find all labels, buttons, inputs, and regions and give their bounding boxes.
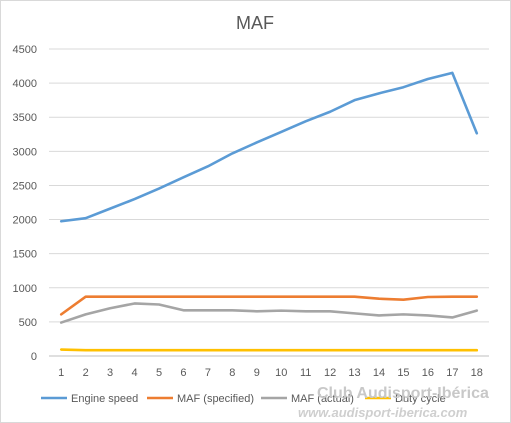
legend: Engine speed MAF (specified) MAF (actual) D… (41, 393, 446, 405)
x-tick-label: 14 (373, 367, 385, 379)
x-tick-label: 8 (229, 367, 235, 379)
y-tick-label: 1500 (13, 249, 37, 261)
gridlines (49, 48, 489, 357)
x-tick-label: 1 (58, 367, 64, 379)
legend-label-3: Duty cycle (395, 393, 446, 405)
y-tick-label: 2000 (13, 215, 37, 227)
watermark-club-name: Club Audisport-Ibérica (317, 385, 489, 402)
x-tick-label: 11 (300, 367, 311, 379)
watermark: Club Audisport-Ibérica www.audisport-ibe… (298, 385, 489, 420)
y-tick-label: 2500 (13, 180, 37, 192)
x-tick-label: 18 (471, 367, 483, 379)
y-tick-label: 500 (19, 317, 37, 329)
x-tick-label: 2 (83, 367, 89, 379)
y-tick-label: 0 (31, 351, 37, 363)
y-axis: 0 500 1000 1500 2000 2500 3000 3500 4000 4500 (13, 44, 37, 363)
series-line-0 (59, 71, 479, 223)
x-tick-label: 13 (348, 367, 360, 379)
x-tick-label: 16 (422, 367, 434, 379)
series-line-3 (59, 348, 479, 352)
series-group (59, 71, 479, 352)
chart-title: MAF (236, 13, 274, 33)
x-tick-label: 12 (324, 367, 336, 379)
x-tick-label: 9 (254, 367, 260, 379)
legend-label-2: MAF (actual) (291, 393, 354, 405)
y-tick-label: 4000 (13, 78, 37, 90)
legend-label-1: MAF (specified) (177, 393, 254, 405)
x-tick-label: 10 (275, 367, 287, 379)
series-line-1 (59, 295, 479, 316)
x-tick-label: 17 (446, 367, 458, 379)
y-tick-label: 3500 (13, 112, 37, 124)
x-tick-label: 15 (397, 367, 409, 379)
x-tick-label: 4 (131, 367, 137, 379)
x-tick-label: 6 (180, 367, 186, 379)
x-axis: 1 2 3 4 5 6 7 8 9 10 11 12 13 14 15 16 17 18 (58, 367, 483, 379)
legend-label-0: Engine speed (71, 393, 138, 405)
y-tick-label: 3000 (13, 146, 37, 158)
x-tick-label: 7 (205, 367, 211, 379)
x-tick-label: 5 (156, 367, 162, 379)
y-tick-label: 4500 (13, 44, 37, 56)
watermark-url: www.audisport-iberica.com (298, 405, 468, 420)
y-tick-label: 1000 (13, 283, 37, 295)
series-line-2 (59, 302, 479, 324)
x-tick-label: 3 (107, 367, 113, 379)
